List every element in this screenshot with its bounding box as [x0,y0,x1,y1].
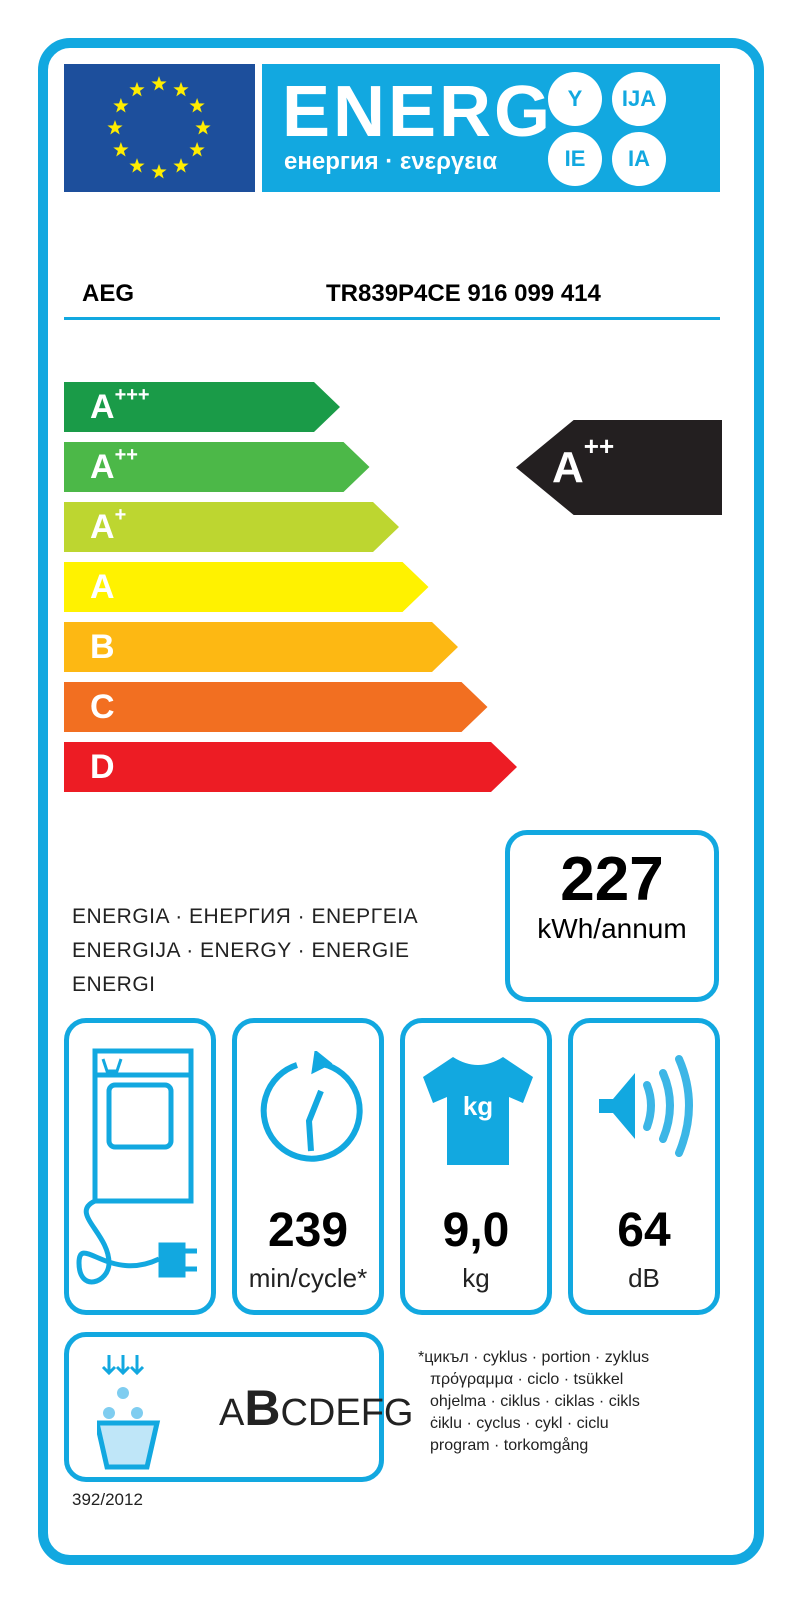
star-icon [129,158,145,173]
capacity-value: 9,0 [442,1204,510,1257]
class-label: C [90,688,115,726]
class-sup: +++ [114,384,150,406]
supplier-brand: AEG [82,280,135,307]
dryer-type-box [64,1018,216,1315]
capacity-box: kg 9,0 kg [400,1018,552,1315]
footnote-line: *цикъл · cyklus · portion · zyklus [418,1349,650,1366]
energy-class-bar: B [64,622,458,672]
class-label: D [90,748,115,786]
star-icon [129,81,145,97]
scale-rest: CDEFG [280,1392,414,1434]
header-title: ENERG [282,72,554,152]
footnote-line: πρόγραμμα · ciclo · tsükkel [430,1371,624,1388]
plug-in-dryer-icon [76,1048,197,1285]
regulation-number: 392/2012 [72,1490,143,1509]
star-icon [151,164,167,179]
energy-unit: kWh/annum [537,913,687,944]
energy-class-bar: D [64,742,517,792]
noise-value: 64 [617,1204,671,1257]
star-icon [113,98,129,113]
label-frame [38,38,764,1565]
class-label: B [90,628,115,666]
energy-value: 227 [560,845,664,914]
star-icon [173,158,189,173]
class-label: A [90,448,115,486]
energy-class-bar: A++ [64,442,370,492]
rating-label: A [552,443,584,492]
cycle-time-value: 239 [267,1204,349,1257]
tshirt-kg-text: kg [462,1091,494,1121]
class-sup: + [114,504,127,526]
divider [64,317,720,320]
energy-line: ENERGI [72,973,156,996]
noise-unit: dB [628,1263,660,1293]
tshirt-kg-icon: kg [419,1053,537,1165]
condensation-scale: ABCDEFG [219,1379,413,1437]
speaker-icon [599,1055,693,1157]
model-identifier: TR839P4CE 916 099 414 [326,280,601,307]
footnote-line: program · torkomgång [430,1437,589,1454]
condensation-class-box: ABCDEFG [64,1332,413,1482]
star-icon [113,142,129,157]
suffix-ija: IJA [612,72,666,126]
clock-icon [260,1051,363,1162]
energy-class-bar: A+++ [64,382,340,432]
class-label: A [90,568,115,606]
energy-class-bar: A [64,562,429,612]
water-drops-icon [97,1355,161,1470]
energy-line: ENERGIA · ЕНЕРГИЯ · ΕΝΕΡΓΕΙΑ [72,905,419,928]
energy-class-bar: A+ [64,502,399,552]
footnote-line: ohjelma · ciklus · ciklas · cikls [430,1393,640,1410]
scale-selected: B [244,1380,281,1436]
header-subtitle: енергия · ενεργεια [284,148,498,175]
energy-consumption-box: 227 kWh/annum [505,830,719,1002]
eu-flag-icon [64,64,255,192]
cycle-time-unit: min/cycle* [248,1263,368,1293]
class-sup: ++ [114,444,138,466]
footnote-line: ċiklu · cyclus · cykl · ciclu [430,1415,609,1432]
class-label: A [90,508,115,546]
star-icon [189,98,205,113]
star-icon [173,81,189,97]
star-icon [189,142,205,157]
star-icon [195,120,211,135]
energy-line: ENERGIJA · ENERGY · ENERGIE [72,939,410,962]
star-icon [107,120,123,135]
noise-box: 64 dB [568,1018,720,1315]
energy-header: ENERG енергия · ενεργεια Y IJA IE IA [262,64,720,192]
suffix-ie: IE [548,132,602,186]
suffix-ia: IA [612,132,666,186]
energy-class-bar: C [64,682,488,732]
capacity-unit: kg [462,1263,490,1293]
star-icon [151,76,167,91]
suffix-y: Y [548,72,602,126]
cycle-time-box: 239 min/cycle* [232,1018,384,1315]
rating-sup: ++ [583,431,615,461]
energy-label-text: ENERGIA · ЕНЕРГИЯ · ΕΝΕΡΓΕΙΑ ENERGIJA · … [72,900,418,1002]
footnote: *цикъл · cyklus · portion · zyklus πρόγρ… [418,1347,649,1457]
class-label: A [90,388,115,426]
scale-a: A [219,1392,245,1434]
